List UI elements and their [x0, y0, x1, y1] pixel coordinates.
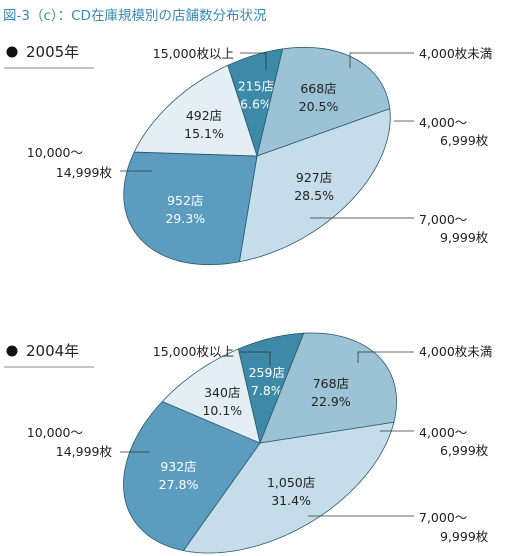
category-label-lt-4000: 4,000枚未満: [419, 344, 492, 359]
pie-chart-2004: 2004年 259店 7.8% 768店 22.9% 1,050店 31.4% 932店 27.…: [4, 332, 492, 554]
category-label-10000-14999: 14,999枚: [56, 444, 113, 459]
slice-gt-15000: [133, 64, 258, 157]
year-bullet: [6, 46, 18, 58]
slice-percent-label: 6.6%: [240, 96, 272, 111]
category-label-4000-6999: 4,000～: [419, 115, 467, 130]
slice-percent-label: 31.4%: [271, 493, 311, 508]
category-label-gt-15000: 15,000枚以上: [153, 46, 234, 61]
chart-title-2004: 2004年: [26, 342, 79, 360]
slice-percent-label: 28.5%: [294, 188, 334, 203]
slice-count-label: 340店: [204, 385, 240, 400]
slice-count-label: 259店: [249, 365, 285, 380]
slice-count-label: 1,050店: [267, 475, 315, 490]
slice-10000-14999: [123, 401, 261, 552]
slice-count-label: 927店: [296, 170, 332, 185]
slice-count-label: 932店: [160, 459, 196, 474]
category-label-7000-9999: 9,999枚: [440, 230, 489, 245]
category-label-gt-15000: 15,000枚以上: [153, 344, 234, 359]
slice-lt-4000: [227, 48, 284, 157]
category-label-4000-6999: 4,000～: [419, 425, 467, 440]
slice-count-label: 215店: [238, 78, 274, 93]
leader-line: [349, 52, 414, 68]
slice-percent-label: 15.1%: [184, 126, 224, 141]
slice-7000-9999: [183, 421, 395, 554]
slice-gt-15000: [161, 348, 261, 444]
slice-percent-label: 7.8%: [251, 383, 283, 398]
slice-7000-9999: [238, 108, 391, 263]
slice-count-label: 952店: [167, 193, 203, 208]
slice-count-label: 768店: [313, 376, 349, 391]
category-label-7000-9999: 7,000～: [419, 212, 467, 227]
category-label-lt-4000: 4,000枚未満: [419, 46, 492, 61]
slice-10000-14999: [123, 151, 258, 266]
category-label-7000-9999: 9,999枚: [440, 529, 489, 544]
slice-4000-6999: [259, 332, 397, 444]
slice-lt-4000: [237, 332, 305, 444]
leader-line: [240, 351, 271, 366]
category-label-10000-14999: 10,000～: [27, 145, 83, 160]
slice-4000-6999: [256, 46, 391, 157]
slice-percent-label: 10.1%: [202, 403, 242, 418]
slice-percent-label: 27.8%: [159, 477, 199, 492]
leader-line: [357, 351, 414, 363]
pie-chart-2005: 2005年 215店 6.6% 668店 20.5% 927店 28.5% 952店 29.3%…: [4, 43, 492, 266]
category-label-10000-14999: 14,999枚: [56, 165, 113, 180]
leader-line: [240, 52, 267, 70]
category-label-7000-9999: 7,000～: [419, 510, 467, 525]
slice-percent-label: 20.5%: [299, 99, 339, 114]
category-label-10000-14999: 10,000～: [27, 425, 83, 440]
category-label-4000-6999: 6,999枚: [440, 133, 489, 148]
figure-title: 図-3（c）：CD在庫規模別の店舗数分布状況: [3, 8, 267, 24]
slice-percent-label: 22.9%: [311, 394, 351, 409]
slice-count-label: 668店: [300, 81, 336, 96]
chart-title-2005: 2005年: [26, 43, 79, 61]
year-bullet: [6, 345, 18, 357]
slice-count-label: 492店: [186, 108, 222, 123]
category-label-4000-6999: 6,999枚: [440, 443, 489, 458]
slice-percent-label: 29.3%: [165, 211, 205, 226]
